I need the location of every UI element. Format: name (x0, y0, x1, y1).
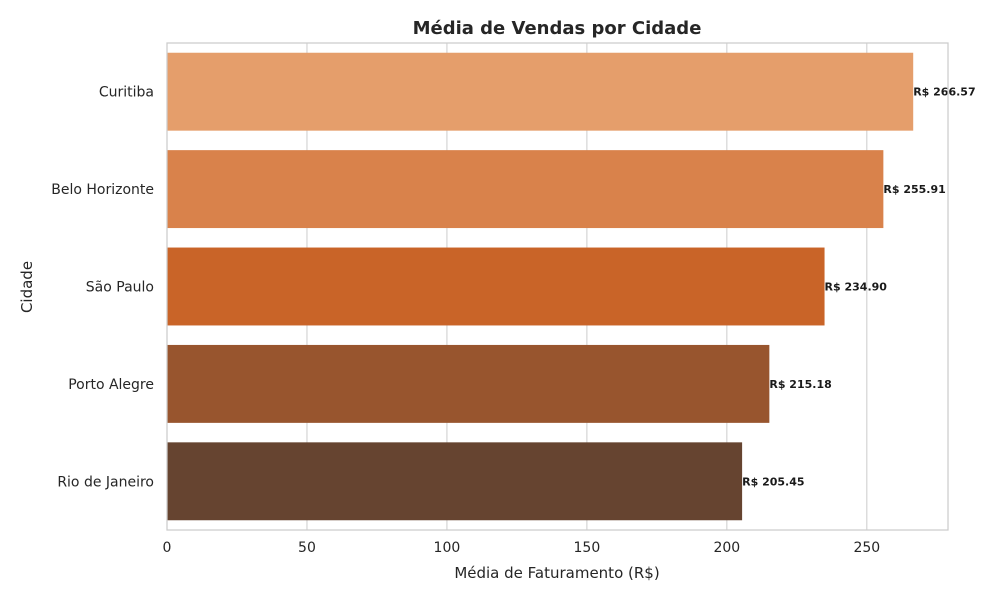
data-label: R$ 205.45 (742, 475, 804, 488)
data-label: R$ 215.18 (769, 378, 831, 391)
bar (167, 52, 914, 131)
bar (167, 247, 825, 326)
x-tick-label: 250 (853, 540, 880, 556)
y-tick-label: Belo Horizonte (51, 182, 154, 198)
x-tick-label: 200 (713, 540, 740, 556)
bar (167, 150, 884, 229)
bar (167, 344, 770, 423)
data-label: R$ 255.91 (883, 183, 945, 196)
data-label: R$ 266.57 (913, 86, 975, 99)
y-tick-label: Curitiba (99, 85, 154, 101)
plot-frame (166, 42, 949, 531)
x-tick-label: 100 (434, 540, 461, 556)
x-tick-label: 50 (298, 540, 316, 556)
x-tick-labels: 0 50 100 150 200 250 (163, 540, 881, 556)
x-axis-label: Média de Faturamento (R$) (454, 564, 659, 582)
chart-title: Média de Vendas por Cidade (413, 18, 702, 39)
y-tick-labels: Curitiba Belo Horizonte São Paulo Porto Ale… (51, 85, 154, 491)
x-tick-label: 0 (163, 540, 172, 556)
data-label: R$ 234.90 (825, 281, 888, 294)
y-tick-label: Porto Alegre (68, 377, 154, 393)
bar (167, 442, 743, 521)
y-axis-label: Cidade (18, 261, 36, 313)
x-tick-label: 150 (574, 540, 601, 556)
y-tick-label: São Paulo (86, 280, 154, 296)
data-labels: R$ 266.57 R$ 255.91 R$ 234.90 R$ 215.18 R$ 2… (742, 86, 975, 489)
bars (167, 52, 914, 521)
y-tick-label: Rio de Janeiro (57, 474, 154, 490)
